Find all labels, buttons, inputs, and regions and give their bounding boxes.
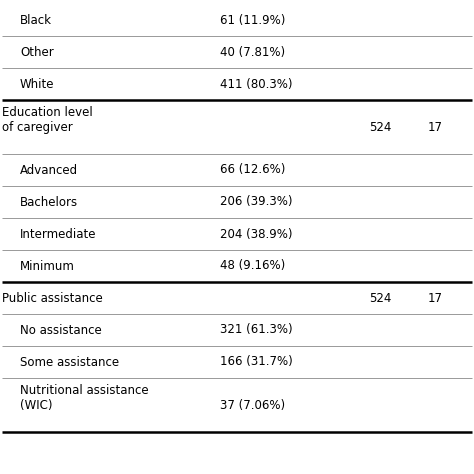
Text: Education level
of caregiver: Education level of caregiver <box>2 106 93 134</box>
Text: Minimum: Minimum <box>20 259 75 273</box>
Text: Nutritional assistance
(WIC): Nutritional assistance (WIC) <box>20 384 149 412</box>
Text: 524: 524 <box>369 292 391 304</box>
Text: Intermediate: Intermediate <box>20 228 97 240</box>
Text: Other: Other <box>20 46 54 58</box>
Text: Bachelors: Bachelors <box>20 195 78 209</box>
Text: 37 (7.06%): 37 (7.06%) <box>220 399 285 411</box>
Text: White: White <box>20 78 55 91</box>
Text: 524: 524 <box>369 120 391 134</box>
Text: Public assistance: Public assistance <box>2 292 103 304</box>
Text: 48 (9.16%): 48 (9.16%) <box>220 259 285 273</box>
Text: 17: 17 <box>428 292 443 304</box>
Text: 61 (11.9%): 61 (11.9%) <box>220 13 285 27</box>
Text: Black: Black <box>20 13 52 27</box>
Text: 40 (7.81%): 40 (7.81%) <box>220 46 285 58</box>
Text: 66 (12.6%): 66 (12.6%) <box>220 164 285 176</box>
Text: 321 (61.3%): 321 (61.3%) <box>220 323 292 337</box>
Text: 204 (38.9%): 204 (38.9%) <box>220 228 292 240</box>
Text: Some assistance: Some assistance <box>20 356 119 368</box>
Text: Advanced: Advanced <box>20 164 78 176</box>
Text: 166 (31.7%): 166 (31.7%) <box>220 356 293 368</box>
Text: 411 (80.3%): 411 (80.3%) <box>220 78 292 91</box>
Text: 17: 17 <box>428 120 443 134</box>
Text: 206 (39.3%): 206 (39.3%) <box>220 195 292 209</box>
Text: No assistance: No assistance <box>20 323 102 337</box>
